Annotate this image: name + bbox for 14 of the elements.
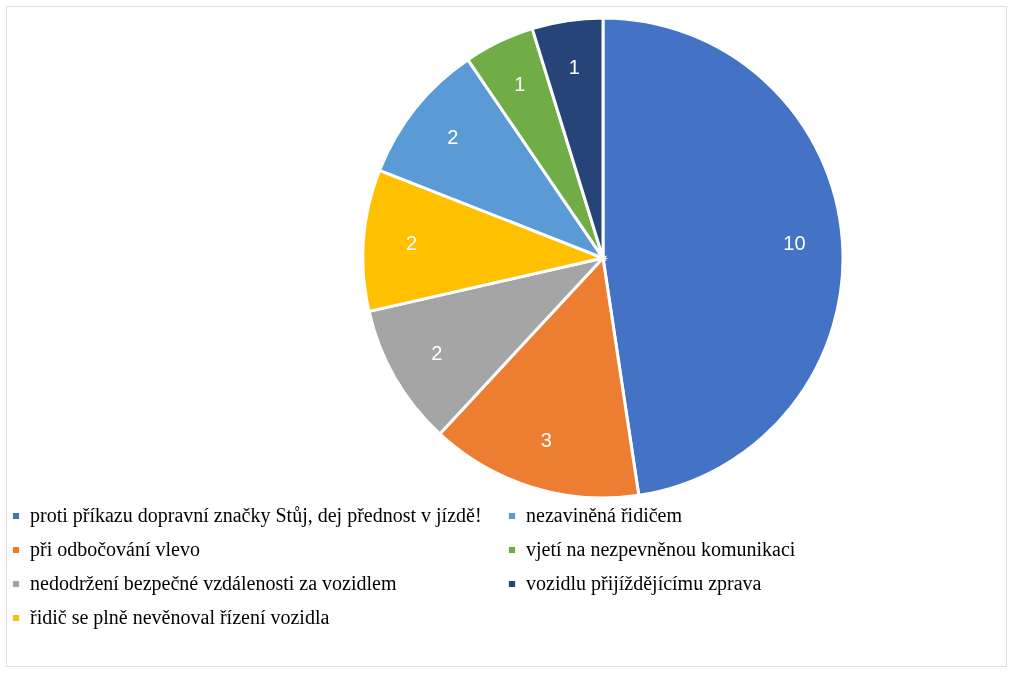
data-label: 10 xyxy=(783,231,806,254)
data-label: 2 xyxy=(447,126,459,149)
legend-label: vozidlu přijíždějícímu zprava xyxy=(526,572,762,595)
data-label: 2 xyxy=(431,342,443,364)
legend-label: při odbočování vlevo xyxy=(30,538,200,561)
legend-label: proti příkazu dopravní značky Stůj, dej přednost v jízdě! xyxy=(30,504,482,527)
legend-label: vjetí na nezpevněnou komunikaci xyxy=(526,538,796,561)
legend-label: řidič se plně nevěnoval řízení vozidla xyxy=(30,606,330,629)
data-label: 1 xyxy=(514,73,526,96)
data-label: 2 xyxy=(405,231,418,254)
legend-label: nezaviněná řidičem xyxy=(526,504,683,526)
data-label: 3 xyxy=(540,429,552,452)
data-label: 1 xyxy=(568,56,580,79)
legend-label: nedodržení bezpečné vzdálenosti za vozidlem xyxy=(30,572,397,595)
